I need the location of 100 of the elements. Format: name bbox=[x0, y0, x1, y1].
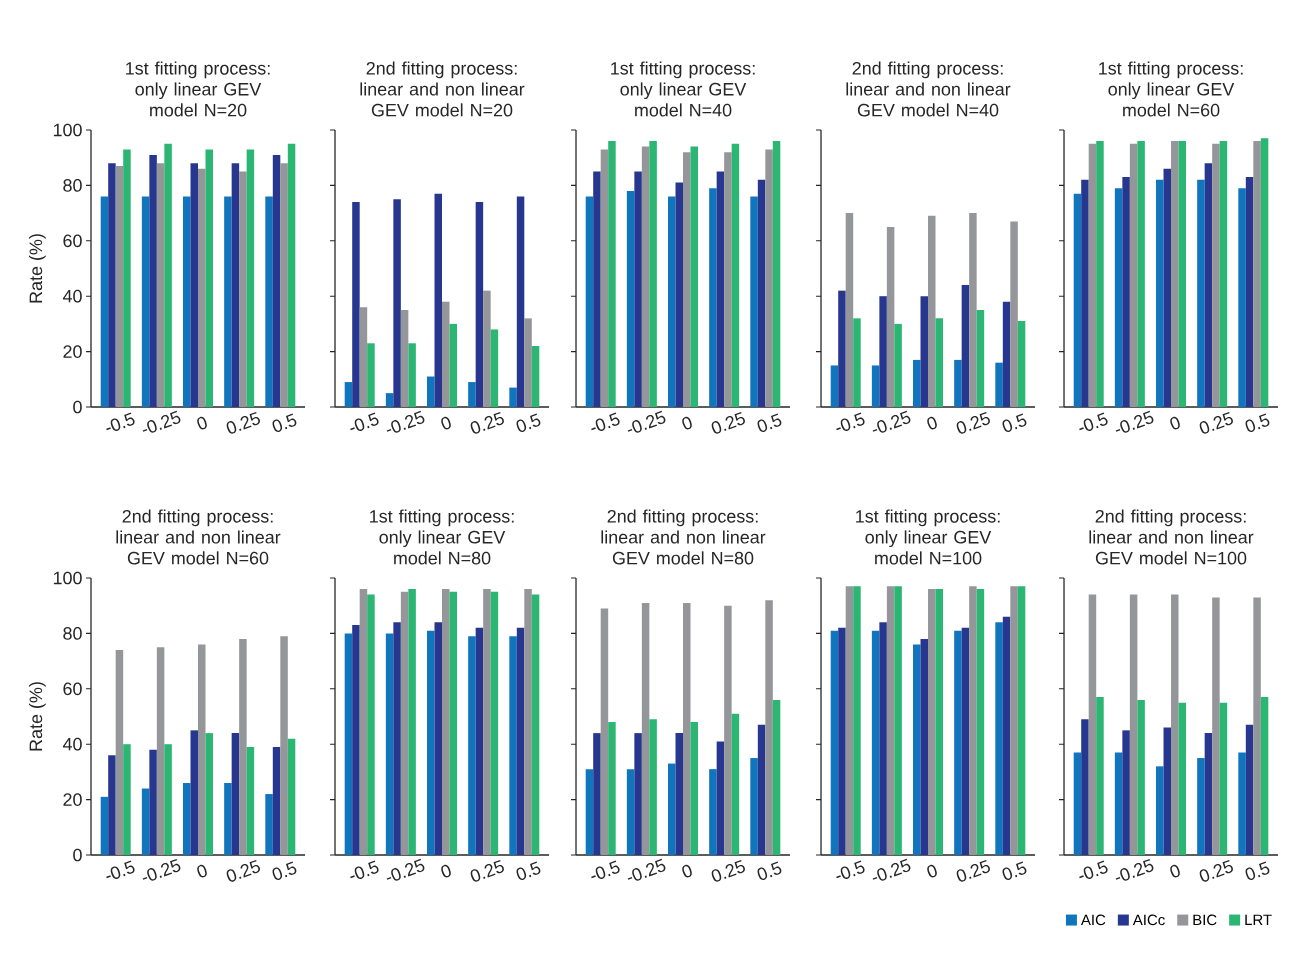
bar bbox=[100, 796, 109, 855]
x-tick-label: 0.5 bbox=[516, 861, 541, 880]
x-tick-label: 0.5 bbox=[516, 413, 541, 432]
bar bbox=[1260, 138, 1269, 407]
bar bbox=[935, 318, 944, 407]
bar bbox=[853, 318, 861, 407]
bar bbox=[1178, 702, 1187, 855]
bar bbox=[1156, 179, 1164, 407]
bar bbox=[190, 163, 198, 407]
bar bbox=[287, 738, 296, 855]
bar bbox=[190, 730, 198, 855]
bar bbox=[913, 644, 921, 855]
bar bbox=[641, 146, 650, 407]
bar bbox=[1081, 179, 1089, 407]
x-tick-label: -0.25 bbox=[142, 858, 181, 881]
chart-title: 2nd fitting process: linear and non linear GEV model N=80 bbox=[601, 509, 766, 565]
y-tick-label: 0 bbox=[73, 848, 82, 862]
bar bbox=[108, 163, 116, 407]
x-tick-label: -0.5 bbox=[836, 860, 865, 879]
bar bbox=[400, 310, 409, 407]
bar bbox=[265, 794, 273, 855]
bar bbox=[976, 310, 985, 407]
x-tick-label: -0.5 bbox=[106, 412, 135, 431]
bar bbox=[385, 633, 394, 855]
y-tick-label: 60 bbox=[63, 234, 82, 248]
bar bbox=[1219, 702, 1228, 855]
y-tick-label: 20 bbox=[63, 345, 82, 358]
bar bbox=[408, 343, 416, 407]
x-tick-label: 0.25 bbox=[226, 411, 260, 434]
chart-title: 1st fitting process: only linear GEV model N=20 bbox=[126, 61, 270, 117]
bar bbox=[1260, 697, 1269, 855]
bar bbox=[920, 638, 929, 855]
bar bbox=[1204, 733, 1213, 855]
bar bbox=[920, 296, 929, 407]
bar bbox=[1129, 143, 1138, 407]
chart-title: 1st fitting process: only linear GEV model N=100 bbox=[856, 509, 1000, 565]
bar bbox=[668, 763, 676, 855]
bar bbox=[1017, 321, 1026, 407]
bar bbox=[961, 627, 970, 855]
x-tick-label: 0.25 bbox=[470, 859, 504, 882]
bar bbox=[1122, 177, 1130, 407]
bar bbox=[976, 589, 985, 855]
bar bbox=[1073, 752, 1082, 855]
chart-title: 1st fitting process: only linear GEV model N=60 bbox=[1099, 61, 1243, 117]
y-axis-title: Rate (%) bbox=[29, 682, 46, 751]
x-tick-label: 0.25 bbox=[1199, 411, 1233, 434]
bar bbox=[772, 699, 781, 855]
bar bbox=[468, 636, 476, 855]
x-tick-label: 0.5 bbox=[1245, 861, 1270, 880]
bar bbox=[108, 755, 116, 855]
legend-label: AICc bbox=[1132, 914, 1165, 926]
bar bbox=[675, 733, 683, 855]
bar bbox=[886, 586, 895, 855]
x-tick-label: -0.5 bbox=[836, 412, 865, 431]
bar bbox=[1163, 168, 1172, 407]
bar bbox=[156, 163, 165, 407]
y-tick-label: 0 bbox=[73, 400, 82, 414]
bar bbox=[123, 744, 131, 855]
bar bbox=[1137, 141, 1145, 407]
x-tick-label: -0.25 bbox=[627, 858, 666, 881]
bar bbox=[1088, 143, 1097, 407]
bar bbox=[750, 196, 758, 407]
bar bbox=[757, 724, 766, 855]
bar bbox=[928, 215, 936, 407]
bar bbox=[344, 633, 353, 855]
bar bbox=[524, 589, 532, 855]
x-tick-label: -0.25 bbox=[142, 410, 181, 433]
bar bbox=[1122, 730, 1130, 855]
bar bbox=[115, 166, 124, 407]
bar bbox=[400, 591, 409, 855]
bar bbox=[408, 589, 416, 855]
bar bbox=[239, 638, 247, 855]
bar bbox=[649, 719, 657, 855]
x-tick-label: 0 bbox=[682, 416, 692, 430]
bar bbox=[765, 149, 773, 407]
bar bbox=[830, 365, 839, 407]
bar bbox=[894, 586, 902, 855]
bar bbox=[367, 594, 375, 855]
bar bbox=[509, 636, 517, 855]
bar bbox=[359, 307, 368, 407]
bar bbox=[359, 589, 368, 855]
bar bbox=[683, 602, 691, 855]
bar bbox=[1096, 697, 1104, 855]
bar bbox=[352, 625, 360, 855]
x-tick-label: 0.25 bbox=[1199, 859, 1233, 882]
bar bbox=[287, 143, 296, 407]
bar bbox=[724, 152, 732, 407]
bar bbox=[1245, 724, 1254, 855]
bar bbox=[205, 149, 213, 407]
bar bbox=[969, 213, 977, 407]
bar bbox=[164, 143, 172, 407]
chart-title: 1st fitting process: only linear GEV model N=80 bbox=[370, 509, 514, 565]
bar bbox=[626, 190, 635, 407]
bar bbox=[1114, 752, 1123, 855]
bar bbox=[224, 782, 232, 855]
x-tick-label: 0.5 bbox=[757, 861, 782, 880]
x-tick-label: -0.25 bbox=[627, 410, 666, 433]
bar bbox=[1163, 727, 1172, 855]
bar bbox=[1129, 594, 1138, 855]
bar bbox=[280, 636, 288, 855]
